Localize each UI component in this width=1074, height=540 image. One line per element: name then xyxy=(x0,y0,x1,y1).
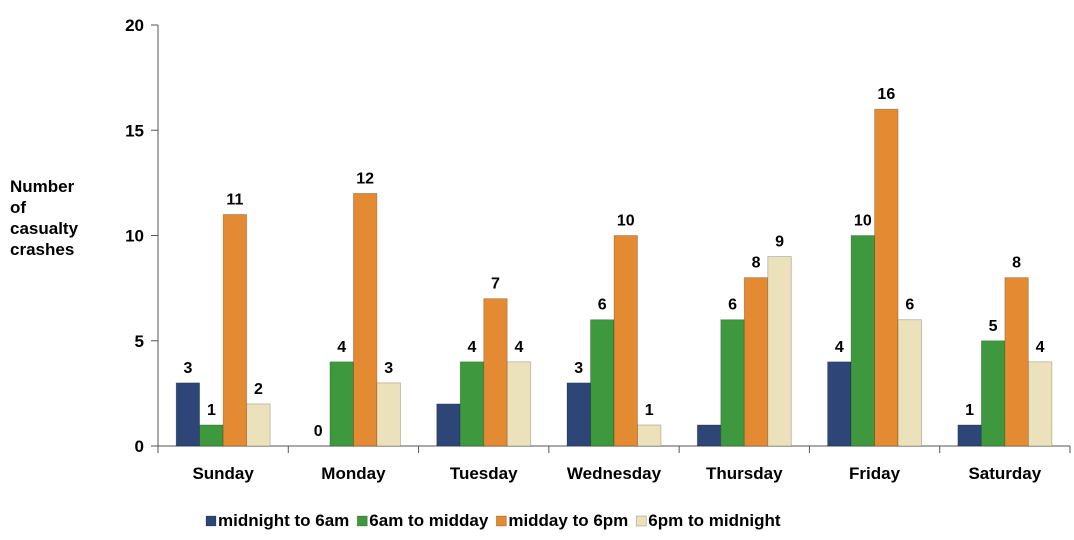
data-label: 3 xyxy=(574,360,583,377)
bar xyxy=(743,277,769,447)
data-label: 10 xyxy=(854,213,872,230)
bar xyxy=(436,403,461,447)
legend-label: midnight to 6am xyxy=(218,511,349,530)
bar xyxy=(246,403,271,447)
x-tick-label: Tuesday xyxy=(450,464,518,483)
bar xyxy=(767,256,792,447)
bar xyxy=(590,319,615,447)
data-label: 2 xyxy=(254,381,263,398)
x-tick-label: Monday xyxy=(321,464,386,483)
data-label: 4 xyxy=(337,339,346,356)
bar xyxy=(483,298,508,447)
data-label: 4 xyxy=(1036,339,1045,356)
data-label: 4 xyxy=(835,339,844,356)
bar xyxy=(613,235,638,447)
x-tick-label: Wednesday xyxy=(567,464,662,483)
data-label: 7 xyxy=(491,276,500,293)
bar xyxy=(376,382,401,447)
data-label: 12 xyxy=(356,170,374,187)
y-tick-label: 15 xyxy=(125,121,144,140)
data-label: 1 xyxy=(965,402,974,419)
bar xyxy=(874,108,899,447)
data-label: 11 xyxy=(226,191,243,208)
bar xyxy=(566,382,591,447)
bar xyxy=(506,361,532,447)
x-tick-label: Friday xyxy=(849,464,901,483)
data-label: 6 xyxy=(728,297,737,314)
y-tick-label: 10 xyxy=(125,227,144,246)
legend-swatch xyxy=(495,515,507,527)
data-label: 6 xyxy=(905,297,914,314)
bar xyxy=(720,319,745,447)
legend-swatch xyxy=(205,515,217,527)
bar xyxy=(199,424,224,447)
bar xyxy=(897,319,922,447)
data-label: 3 xyxy=(183,360,192,377)
legend-label: midday to 6pm xyxy=(508,511,628,530)
legend-label: 6pm to midnight xyxy=(648,511,781,530)
data-label: 0 xyxy=(314,423,323,440)
data-label: 4 xyxy=(515,339,524,356)
bar xyxy=(1027,361,1053,447)
data-label: 8 xyxy=(752,255,761,272)
y-tick-label: 20 xyxy=(125,16,144,35)
bar xyxy=(329,361,354,447)
legend-label: 6am to midday xyxy=(369,511,489,530)
data-label: 6 xyxy=(598,297,607,314)
bar xyxy=(850,235,875,447)
x-tick-label: Saturday xyxy=(968,464,1041,483)
data-label: 10 xyxy=(617,213,635,230)
bar xyxy=(353,192,378,447)
bar xyxy=(222,214,248,447)
x-tick-label: Sunday xyxy=(192,464,254,483)
data-label: 3 xyxy=(384,360,393,377)
bar xyxy=(957,424,982,447)
bar xyxy=(175,382,201,447)
x-tick-label: Thursday xyxy=(706,464,783,483)
data-label: 4 xyxy=(468,339,477,356)
data-label: 16 xyxy=(877,86,895,103)
data-label: 5 xyxy=(989,318,998,335)
bar xyxy=(459,361,485,447)
data-label: 1 xyxy=(207,402,216,419)
legend-swatch xyxy=(356,515,368,527)
data-label: 1 xyxy=(645,402,654,419)
data-label: 8 xyxy=(1012,255,1021,272)
bar xyxy=(696,424,722,447)
bar xyxy=(980,340,1006,447)
bar xyxy=(827,361,852,447)
y-tick-label: 5 xyxy=(135,332,144,351)
bar xyxy=(1004,277,1029,447)
y-axis-label: Number of casualty crashes xyxy=(10,177,79,259)
data-label: 9 xyxy=(775,234,784,251)
legend-swatch xyxy=(635,515,647,527)
bar xyxy=(637,424,662,447)
y-tick-label: 0 xyxy=(135,437,144,456)
